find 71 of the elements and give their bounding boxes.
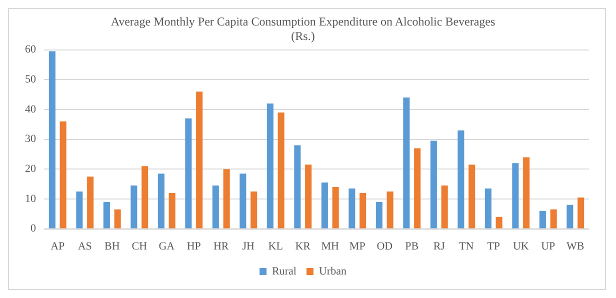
y-tick-label: 40 [25, 103, 36, 116]
bar [223, 169, 230, 228]
bar [278, 112, 284, 228]
x-tick-label: GA [158, 240, 175, 252]
y-tick-label: 10 [25, 192, 36, 205]
x-tick-label: UP [541, 240, 556, 252]
text: (Rs.) [291, 28, 315, 43]
bar [250, 192, 258, 228]
bar [185, 118, 192, 228]
bar [578, 197, 584, 228]
bar [566, 204, 574, 228]
x-tick-label: AS [78, 240, 92, 252]
bar [76, 192, 83, 228]
bar [376, 202, 382, 228]
bar [142, 166, 148, 228]
bar [130, 186, 138, 228]
bar [523, 157, 530, 228]
legend-label: Urban [318, 265, 347, 278]
x-tick-label: MH [321, 240, 340, 252]
bar [196, 92, 203, 228]
bar [87, 176, 94, 228]
bar [386, 192, 394, 228]
bar [414, 148, 421, 228]
x-tick-label: MP [349, 240, 366, 252]
bar [114, 209, 121, 228]
x-tick-label: TP [487, 240, 500, 252]
x-tick-label: HP [186, 240, 201, 252]
x-tick-label: TN [459, 240, 474, 252]
bar [321, 182, 328, 228]
bar [403, 98, 410, 228]
bar [60, 121, 66, 228]
bar [484, 188, 492, 228]
x-tick-label: BH [104, 240, 120, 252]
bar [348, 188, 356, 228]
bar [360, 193, 366, 228]
x-tick-label: PB [405, 240, 419, 252]
bar [103, 202, 110, 228]
bar [441, 186, 448, 228]
y-tick-label: 30 [25, 133, 36, 146]
text: Average Monthly Per Capita Consumption Expenditure on Alcoholic Beverages [110, 14, 496, 28]
y-tick-label: 0 [30, 222, 36, 235]
x-tick-label: OD [376, 240, 393, 252]
bar [332, 187, 339, 228]
x-tick-label: WB [566, 240, 584, 252]
bar [539, 210, 546, 228]
bar [48, 51, 56, 228]
bar [430, 140, 437, 228]
y-tick-label: 20 [25, 163, 36, 176]
x-tick-label: UK [512, 240, 529, 252]
bar [468, 164, 476, 228]
bar [294, 145, 301, 228]
bar [158, 174, 164, 228]
bar [458, 130, 464, 228]
x-tick-label: JH [242, 240, 255, 252]
bar [512, 163, 519, 228]
y-tick-label: 50 [25, 74, 36, 86]
x-tick-label: KL [268, 240, 284, 252]
bar [496, 216, 502, 228]
x-tick-label: AP [50, 240, 65, 252]
y-tick-label: 60 [25, 44, 36, 56]
bar [550, 209, 557, 228]
bar [212, 186, 219, 228]
x-tick-label: KR [295, 240, 312, 252]
bar [305, 164, 312, 228]
bar [168, 193, 176, 228]
x-tick-label: HR [213, 240, 230, 252]
legend-label: Rural [272, 265, 296, 278]
x-tick-label: CH [132, 240, 148, 252]
x-tick-label: RJ [433, 240, 446, 252]
bar [240, 174, 246, 228]
bar [266, 104, 274, 228]
